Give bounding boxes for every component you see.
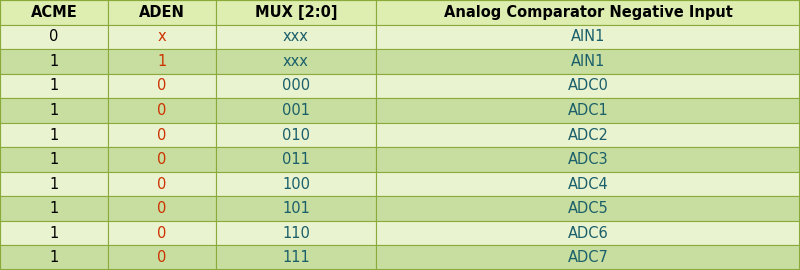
Bar — [376, 74, 800, 98]
Text: ADC7: ADC7 — [567, 250, 609, 265]
Bar — [108, 25, 216, 49]
Bar — [108, 98, 216, 123]
Text: 1: 1 — [50, 177, 58, 192]
Bar — [376, 245, 800, 270]
Text: 0: 0 — [158, 201, 166, 216]
Text: AIN1: AIN1 — [571, 29, 605, 44]
Text: 0: 0 — [158, 226, 166, 241]
Text: ADC4: ADC4 — [568, 177, 608, 192]
Text: 0: 0 — [158, 127, 166, 143]
Text: ADC3: ADC3 — [568, 152, 608, 167]
Text: AIN1: AIN1 — [571, 54, 605, 69]
Text: 1: 1 — [158, 54, 166, 69]
Text: 1: 1 — [50, 103, 58, 118]
Text: 001: 001 — [282, 103, 310, 118]
Bar — [108, 172, 216, 196]
Text: 011: 011 — [282, 152, 310, 167]
Bar — [216, 49, 376, 74]
Bar — [0, 123, 108, 147]
Text: ADC5: ADC5 — [568, 201, 608, 216]
Text: 1: 1 — [50, 54, 58, 69]
Bar — [0, 25, 108, 49]
Bar — [376, 196, 800, 221]
Bar — [376, 123, 800, 147]
Bar — [108, 74, 216, 98]
Bar — [376, 25, 800, 49]
Bar — [0, 147, 108, 172]
Bar — [376, 0, 800, 25]
Bar — [0, 98, 108, 123]
Text: 000: 000 — [282, 78, 310, 93]
Bar — [216, 98, 376, 123]
Text: 1: 1 — [50, 152, 58, 167]
Bar — [216, 74, 376, 98]
Text: 110: 110 — [282, 226, 310, 241]
Text: ADEN: ADEN — [139, 5, 185, 20]
Bar — [216, 221, 376, 245]
Text: ADC2: ADC2 — [567, 127, 609, 143]
Text: xxx: xxx — [283, 54, 309, 69]
Bar — [108, 196, 216, 221]
Bar — [0, 172, 108, 196]
Text: ADC0: ADC0 — [567, 78, 609, 93]
Bar — [108, 49, 216, 74]
Text: xxx: xxx — [283, 29, 309, 44]
Bar — [0, 0, 108, 25]
Text: Analog Comparator Negative Input: Analog Comparator Negative Input — [443, 5, 733, 20]
Bar — [216, 245, 376, 270]
Bar — [216, 172, 376, 196]
Text: 0: 0 — [158, 152, 166, 167]
Text: 0: 0 — [158, 250, 166, 265]
Bar — [216, 0, 376, 25]
Bar — [216, 147, 376, 172]
Bar — [108, 123, 216, 147]
Text: 111: 111 — [282, 250, 310, 265]
Text: 1: 1 — [50, 127, 58, 143]
Bar — [0, 245, 108, 270]
Bar — [108, 221, 216, 245]
Text: ADC6: ADC6 — [568, 226, 608, 241]
Bar — [0, 221, 108, 245]
Bar — [376, 172, 800, 196]
Text: ADC1: ADC1 — [568, 103, 608, 118]
Bar — [108, 245, 216, 270]
Bar — [376, 98, 800, 123]
Bar — [216, 25, 376, 49]
Text: 1: 1 — [50, 78, 58, 93]
Bar — [0, 196, 108, 221]
Bar — [108, 0, 216, 25]
Text: ACME: ACME — [30, 5, 78, 20]
Text: 1: 1 — [50, 250, 58, 265]
Bar — [376, 49, 800, 74]
Bar — [216, 123, 376, 147]
Text: 0: 0 — [158, 177, 166, 192]
Text: MUX [2:0]: MUX [2:0] — [254, 5, 338, 20]
Bar — [216, 196, 376, 221]
Bar — [108, 147, 216, 172]
Text: 1: 1 — [50, 201, 58, 216]
Text: 010: 010 — [282, 127, 310, 143]
Bar — [0, 49, 108, 74]
Text: x: x — [158, 29, 166, 44]
Bar — [376, 147, 800, 172]
Text: 0: 0 — [50, 29, 58, 44]
Text: 101: 101 — [282, 201, 310, 216]
Bar — [0, 74, 108, 98]
Text: 0: 0 — [158, 78, 166, 93]
Text: 0: 0 — [158, 103, 166, 118]
Bar — [376, 221, 800, 245]
Text: 100: 100 — [282, 177, 310, 192]
Text: 1: 1 — [50, 226, 58, 241]
